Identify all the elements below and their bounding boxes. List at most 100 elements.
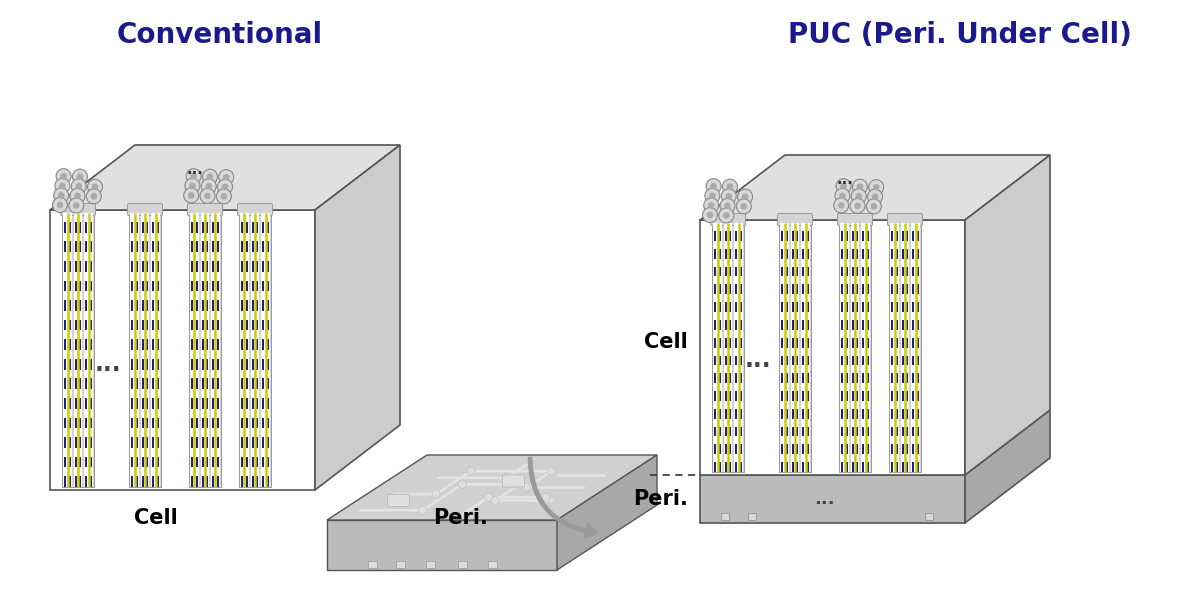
Polygon shape xyxy=(252,281,253,291)
Circle shape xyxy=(522,483,530,491)
Polygon shape xyxy=(806,462,809,472)
Polygon shape xyxy=(846,373,847,383)
Polygon shape xyxy=(719,427,720,436)
Polygon shape xyxy=(846,356,847,365)
Polygon shape xyxy=(192,437,193,448)
Polygon shape xyxy=(892,267,893,276)
Polygon shape xyxy=(90,339,91,350)
Text: Cell: Cell xyxy=(644,332,688,352)
Polygon shape xyxy=(890,223,899,472)
Circle shape xyxy=(857,183,863,190)
Polygon shape xyxy=(866,231,869,241)
Polygon shape xyxy=(786,231,787,241)
Polygon shape xyxy=(79,281,82,291)
Polygon shape xyxy=(797,391,798,401)
Polygon shape xyxy=(241,457,244,468)
Polygon shape xyxy=(246,476,247,487)
Polygon shape xyxy=(792,267,793,276)
Polygon shape xyxy=(846,427,847,436)
Polygon shape xyxy=(895,302,898,312)
Polygon shape xyxy=(912,427,914,436)
Polygon shape xyxy=(719,231,720,241)
Polygon shape xyxy=(786,249,787,258)
Polygon shape xyxy=(79,319,82,330)
Polygon shape xyxy=(917,391,919,401)
Polygon shape xyxy=(85,476,88,487)
Polygon shape xyxy=(730,391,731,401)
Polygon shape xyxy=(806,231,809,241)
Polygon shape xyxy=(142,417,144,428)
Text: ...: ... xyxy=(815,490,835,508)
Polygon shape xyxy=(146,261,148,272)
Polygon shape xyxy=(152,476,154,487)
Polygon shape xyxy=(892,462,893,472)
Polygon shape xyxy=(895,356,898,365)
Polygon shape xyxy=(263,300,264,311)
Polygon shape xyxy=(68,437,71,448)
Polygon shape xyxy=(252,319,253,330)
Circle shape xyxy=(725,203,731,209)
Polygon shape xyxy=(136,476,138,487)
Polygon shape xyxy=(863,267,864,276)
Polygon shape xyxy=(263,281,264,291)
Polygon shape xyxy=(314,145,400,490)
Polygon shape xyxy=(79,261,82,272)
Polygon shape xyxy=(191,213,199,487)
Polygon shape xyxy=(130,213,161,487)
Polygon shape xyxy=(806,445,809,454)
Circle shape xyxy=(419,506,426,514)
Polygon shape xyxy=(252,261,253,272)
Circle shape xyxy=(709,192,715,199)
Circle shape xyxy=(702,208,718,223)
Polygon shape xyxy=(266,300,269,311)
Polygon shape xyxy=(146,457,148,468)
Polygon shape xyxy=(725,445,727,454)
Polygon shape xyxy=(136,359,138,370)
Polygon shape xyxy=(902,231,904,241)
Text: ...: ... xyxy=(95,352,121,376)
Polygon shape xyxy=(846,231,847,241)
Polygon shape xyxy=(136,437,138,448)
FancyBboxPatch shape xyxy=(503,475,524,487)
Polygon shape xyxy=(730,356,731,365)
FancyBboxPatch shape xyxy=(710,214,745,226)
Polygon shape xyxy=(50,210,314,490)
Polygon shape xyxy=(786,373,787,383)
Polygon shape xyxy=(739,391,742,401)
Polygon shape xyxy=(786,445,787,454)
Polygon shape xyxy=(906,320,908,330)
Polygon shape xyxy=(797,302,798,312)
Polygon shape xyxy=(85,300,88,311)
Polygon shape xyxy=(797,267,798,276)
Polygon shape xyxy=(892,320,893,330)
Polygon shape xyxy=(196,222,198,232)
Polygon shape xyxy=(862,223,870,472)
Polygon shape xyxy=(863,284,864,294)
Polygon shape xyxy=(912,267,914,276)
Circle shape xyxy=(850,198,865,214)
Polygon shape xyxy=(797,231,798,241)
Polygon shape xyxy=(266,417,269,428)
Polygon shape xyxy=(202,457,204,468)
Polygon shape xyxy=(85,437,88,448)
Bar xyxy=(748,513,756,520)
Polygon shape xyxy=(725,462,727,472)
Polygon shape xyxy=(803,427,804,436)
Polygon shape xyxy=(852,445,853,454)
Circle shape xyxy=(516,480,524,488)
Polygon shape xyxy=(65,398,66,409)
Polygon shape xyxy=(90,437,91,448)
Polygon shape xyxy=(206,457,208,468)
Polygon shape xyxy=(152,457,154,468)
Polygon shape xyxy=(895,320,898,330)
Polygon shape xyxy=(263,222,264,232)
Polygon shape xyxy=(803,445,804,454)
Circle shape xyxy=(60,173,67,180)
Polygon shape xyxy=(246,222,247,232)
Text: ...: ... xyxy=(186,162,204,177)
Polygon shape xyxy=(719,338,720,347)
Polygon shape xyxy=(803,320,804,330)
Polygon shape xyxy=(841,320,844,330)
Polygon shape xyxy=(257,241,258,252)
Polygon shape xyxy=(902,391,904,401)
